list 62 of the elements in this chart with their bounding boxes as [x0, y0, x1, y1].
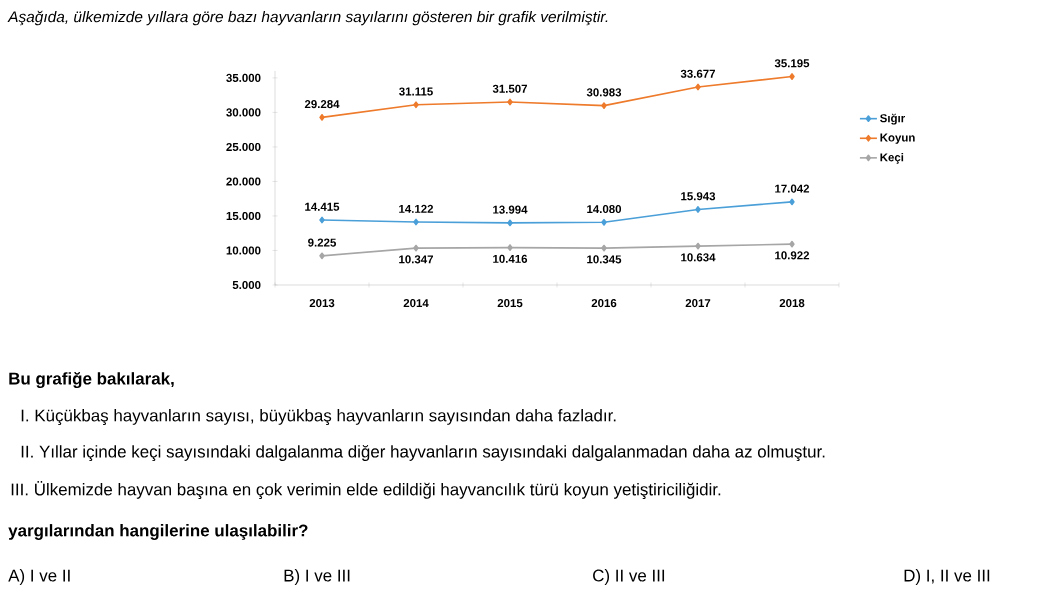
- data-label: 14.122: [399, 204, 434, 213]
- point: [413, 218, 419, 226]
- x-tick-label: 2017: [685, 299, 711, 308]
- data-label: 10.416: [493, 254, 528, 263]
- y-tick-label: 25.000: [226, 142, 261, 151]
- data-label: 13.994: [493, 205, 528, 214]
- text: B) I ve III: [284, 569, 350, 585]
- data-label: 17.042: [775, 184, 810, 193]
- point: [319, 216, 325, 224]
- point: [789, 73, 795, 80]
- data-label: 10.345: [587, 255, 622, 264]
- legend-label: Sığır: [880, 113, 905, 125]
- legend-label: Keçi: [880, 152, 904, 164]
- data-label: 10.634: [681, 253, 716, 262]
- point: [695, 206, 701, 213]
- text: Bu grafiğe bakılarak,: [9, 371, 174, 389]
- text: I. Küçükbaş hayvanların sayısı, büyükbaş hayvanların sayısından daha fazladır.: [21, 409, 616, 425]
- y-tick-label: 30.000: [226, 108, 261, 117]
- text: C) II ve III: [593, 569, 665, 585]
- data-label: 15.943: [681, 192, 716, 201]
- text: A) I ve II: [8, 569, 70, 585]
- data-label: 33.677: [680, 69, 716, 78]
- point: [695, 242, 701, 250]
- point: [789, 198, 795, 206]
- chart-title: Aşağıda, ülkemizde yıllara göre bazı hayvanların sayılarını gösteren bir grafik verilmiştir.: [7, 10, 608, 26]
- point: [695, 83, 701, 91]
- point: [507, 98, 513, 106]
- legend-label: Koyun: [880, 133, 915, 144]
- y-tick-label: 35.000: [226, 73, 261, 82]
- y-tick-label: 20.000: [226, 177, 261, 186]
- x-tick-label: 2015: [497, 299, 523, 308]
- point: [789, 240, 795, 248]
- y-tick-label: 5.000: [232, 280, 261, 290]
- point: [507, 219, 513, 227]
- data-label: 10.347: [399, 255, 434, 264]
- text: D) I, II ve III: [904, 569, 990, 585]
- data-label: 30.983: [586, 88, 622, 97]
- data-label: 31.115: [399, 87, 433, 96]
- x-tick-label: 2013: [309, 299, 335, 308]
- text: II. Yıllar içinde keçi sayısındaki dalgalanma diğer hayvanların sayısındaki dalgalanmadan daha az olmuştur.: [21, 444, 825, 462]
- point: [319, 113, 325, 121]
- data-label: 14.415: [305, 202, 340, 211]
- data-label: 10.922: [775, 251, 810, 260]
- x-tick-label: 2014: [403, 299, 429, 308]
- x-tick-label: 2016: [591, 299, 617, 308]
- data-label: 9.225: [308, 238, 337, 247]
- point: [319, 252, 325, 260]
- point: [601, 218, 607, 226]
- data-label: 31.507: [492, 84, 528, 93]
- point: [601, 244, 607, 252]
- x-tick-label: 2018: [779, 299, 805, 308]
- data-label: 14.080: [587, 205, 622, 214]
- point: [413, 101, 419, 109]
- data-label: 35.195: [774, 59, 810, 68]
- point: [507, 244, 513, 252]
- point: [413, 244, 419, 252]
- text: III. Ülkemizde hayvan başına en çok verimin elde edildiği hayvancılık türü koyun yetiştiriciliğidir.: [11, 481, 721, 499]
- text: yargılarından hangilerine ulaşılabilir?: [8, 524, 308, 540]
- point: [601, 102, 607, 110]
- data-label: 29.284: [304, 100, 340, 109]
- y-tick-label: 10.000: [226, 246, 261, 255]
- y-tick-label: 15.000: [226, 211, 261, 221]
